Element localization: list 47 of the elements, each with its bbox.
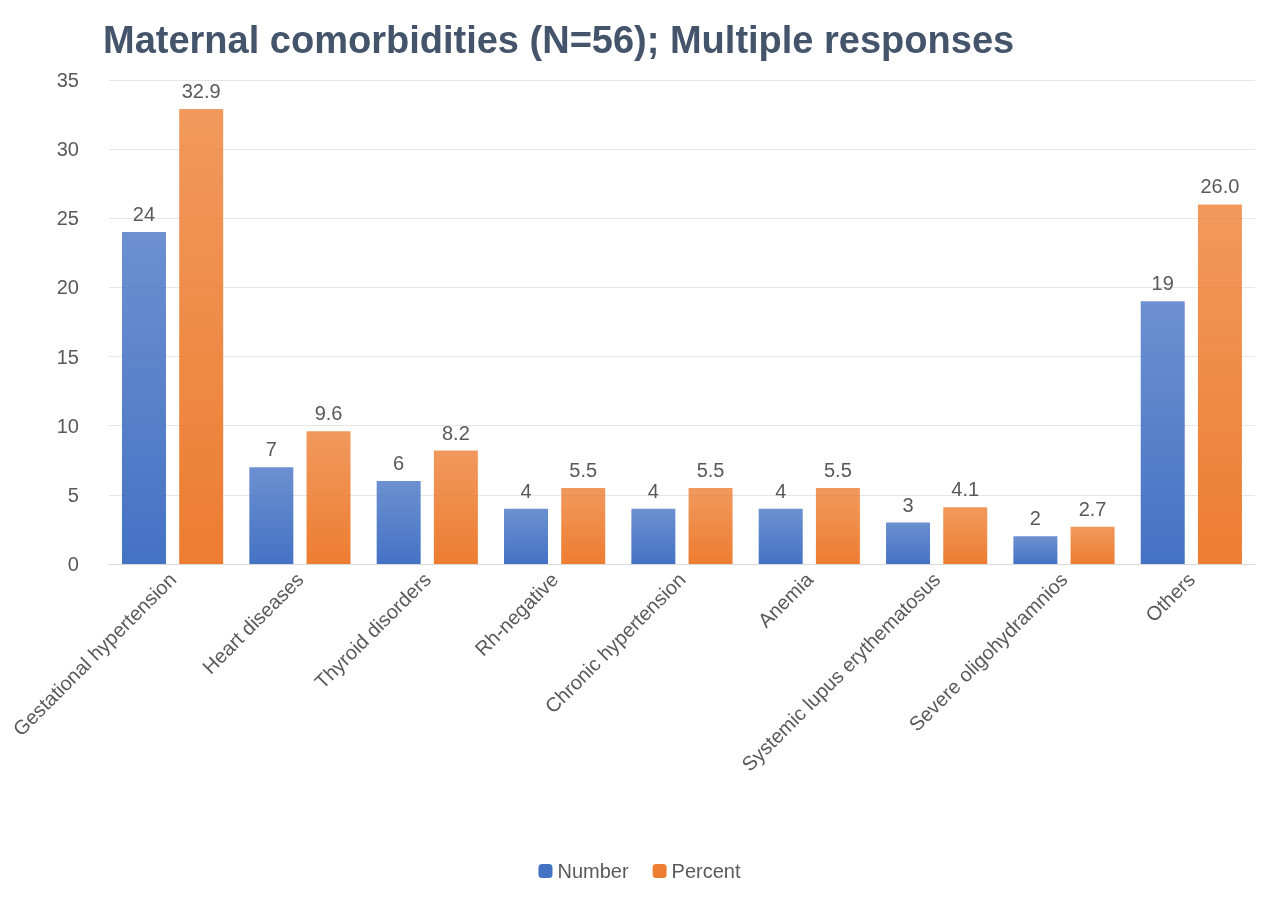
bar — [376, 481, 421, 564]
data-label: 2 — [1029, 507, 1041, 530]
bar — [121, 232, 166, 564]
y-tick-label: 0 — [67, 553, 79, 575]
data-label: 19 — [1151, 272, 1174, 295]
data-label: 3 — [902, 493, 914, 516]
bar — [504, 508, 549, 564]
bar — [433, 450, 478, 564]
data-label: 7 — [265, 438, 277, 461]
bar — [561, 487, 606, 564]
data-label: 2.7 — [1078, 497, 1107, 520]
chart-title: Maternal comorbidities (N=56); Multiple responses — [103, 19, 1015, 61]
y-tick-label: 10 — [56, 414, 79, 437]
bar — [1013, 536, 1058, 564]
bar — [758, 508, 803, 564]
data-label: 5.5 — [824, 458, 852, 481]
bar — [943, 507, 988, 564]
data-label: 4.1 — [951, 478, 980, 501]
bar — [631, 508, 676, 564]
data-label: 4 — [520, 479, 532, 502]
data-label: 9.6 — [314, 402, 343, 425]
y-tick-label: 20 — [56, 276, 79, 299]
bar — [1140, 301, 1185, 564]
bar — [1197, 204, 1242, 564]
bar — [815, 487, 860, 564]
y-tick-label: 35 — [56, 69, 79, 91]
bar — [886, 522, 931, 564]
legend-label: Percent — [671, 860, 741, 882]
y-tick-label: 5 — [67, 483, 79, 506]
bar — [688, 487, 733, 564]
y-tick-label: 15 — [56, 345, 79, 368]
bar — [306, 431, 351, 564]
y-tick-label: 30 — [56, 138, 79, 161]
data-label: 32.9 — [181, 80, 221, 103]
legend-label: Number — [557, 860, 629, 882]
data-label: 6 — [393, 452, 405, 475]
data-label: 24 — [132, 203, 156, 226]
data-label: 5.5 — [569, 458, 598, 481]
bar — [179, 109, 224, 564]
bar — [1070, 526, 1115, 564]
data-label: 8.2 — [441, 421, 470, 444]
data-label: 4 — [647, 479, 659, 502]
bar — [249, 467, 294, 564]
data-label: 26.0 — [1200, 175, 1240, 198]
data-label: 5.5 — [696, 458, 725, 481]
y-tick-label: 25 — [56, 207, 79, 230]
data-label: 4 — [775, 479, 787, 502]
